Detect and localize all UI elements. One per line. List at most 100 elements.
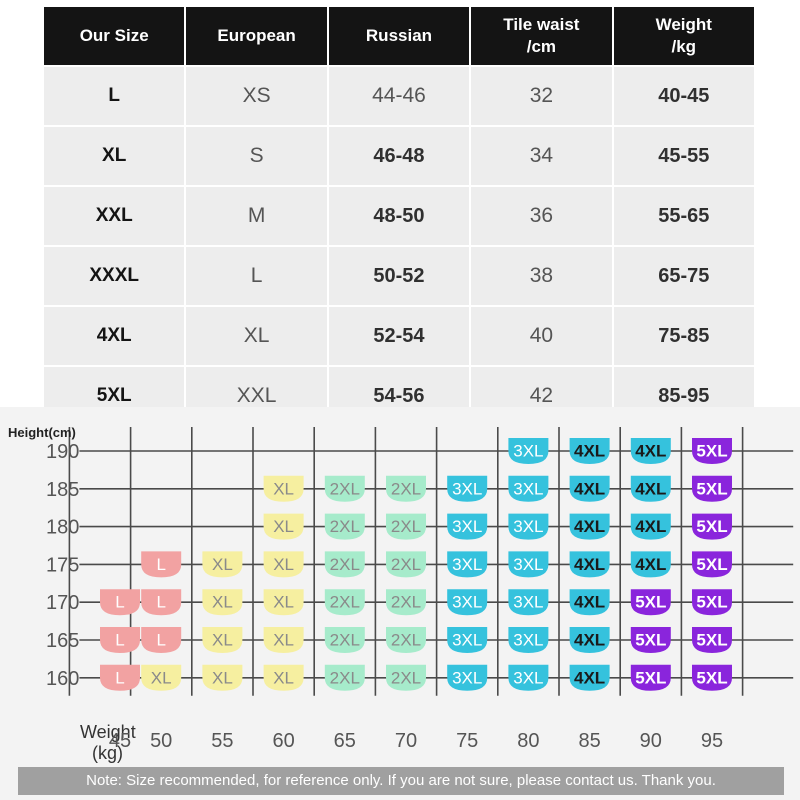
size-badge: [263, 664, 304, 691]
cell-european: L: [186, 247, 327, 305]
cell-russian: 44-46: [328, 67, 470, 125]
size-badge-label: 5XL: [635, 630, 666, 649]
size-badge: [324, 551, 365, 578]
size-badge: [508, 513, 549, 540]
size-badge-label: XL: [212, 630, 233, 649]
x-tick-label: 95: [701, 730, 723, 752]
size-badge-label: XL: [273, 517, 294, 536]
size-badge-label: 2XL: [330, 555, 360, 574]
size-badge: [141, 627, 182, 653]
size-badge: [386, 664, 426, 691]
size-badge-label: 4XL: [635, 441, 666, 460]
size-badge-label: XL: [273, 630, 294, 649]
table-row: L XS 44-46 32 40-45: [44, 67, 754, 125]
size-badge-label: 3XL: [513, 555, 543, 574]
size-badge-label: 4XL: [574, 668, 605, 687]
size-badge-label: 2XL: [330, 593, 360, 612]
size-badge-label: 2XL: [330, 630, 360, 649]
cell-european: S: [186, 127, 327, 185]
size-badge: [630, 513, 671, 540]
cell-our-size: 4XL: [44, 307, 185, 365]
table-row: XXXL L 50-52 38 65-75: [44, 247, 754, 305]
size-badge-label: L: [156, 593, 165, 612]
size-badge: [263, 513, 304, 540]
size-badge-label: 2XL: [391, 479, 421, 498]
size-badge: [447, 551, 488, 578]
size-badge: [447, 475, 488, 502]
size-badge: [692, 664, 732, 691]
size-badge: [447, 627, 488, 653]
size-badge: [386, 475, 426, 502]
header-our-size: Our Size: [44, 7, 185, 65]
size-badge-label: XL: [273, 555, 294, 574]
size-badge-label: 5XL: [635, 668, 666, 687]
y-axis-title: Height(cm): [8, 425, 76, 440]
size-badge-label: 5XL: [696, 517, 727, 536]
size-badge: [263, 475, 304, 502]
cell-our-size: XL: [44, 127, 185, 185]
height-weight-chart: Height(cm) 190 185 180 175 170 165 160 Weight (kg…: [0, 407, 800, 800]
size-badge: [630, 475, 671, 502]
cell-european: XS: [186, 67, 327, 125]
size-badge-label: XL: [212, 668, 233, 687]
size-badge-label: 4XL: [635, 479, 666, 498]
size-badge: [386, 589, 426, 616]
x-tick-label: 60: [272, 730, 294, 752]
size-badge-label: 3XL: [452, 630, 482, 649]
size-badge-label: 2XL: [391, 630, 421, 649]
chart-canvas: Height(cm)190 185 180 175 170 165 160 Weight(kg…: [8, 425, 794, 763]
size-badge-label: 2XL: [391, 593, 421, 612]
note-bar: Note: Size recommended, for reference on…: [18, 767, 784, 795]
header-waist: Tile waist /cm: [471, 7, 612, 65]
cell-our-size: L: [44, 67, 185, 125]
size-badge: [263, 627, 304, 653]
size-badge-label: 3XL: [513, 441, 543, 460]
x-tick-label: 50: [150, 730, 172, 752]
size-badge-label: XL: [273, 479, 294, 498]
size-badge: [508, 627, 549, 653]
size-badge-label: 3XL: [452, 593, 482, 612]
cell-russian: 48-50: [328, 187, 470, 245]
size-badge-label: 3XL: [513, 668, 543, 687]
table-row: XXL M 48-50 36 55-65: [44, 187, 754, 245]
size-badge-label: L: [156, 555, 165, 574]
cell-weight: 75-85: [613, 307, 754, 365]
size-badge: [508, 475, 549, 502]
y-tick-label: 165: [46, 630, 79, 652]
x-tick-label: 80: [517, 730, 539, 752]
size-badge: [692, 513, 732, 540]
size-badge-label: 5XL: [696, 593, 727, 612]
size-badge-label: 3XL: [513, 593, 543, 612]
size-badge: [447, 589, 488, 616]
size-badge-label: 4XL: [635, 555, 666, 574]
size-badge-label: 4XL: [574, 630, 605, 649]
size-badge: [630, 589, 671, 616]
size-badge-label: 4XL: [635, 517, 666, 536]
header-russian: Russian: [328, 7, 470, 65]
size-badge: [508, 589, 549, 616]
size-badge: [569, 589, 610, 616]
x-tick-label: 85: [578, 730, 600, 752]
size-badge-label: L: [156, 630, 165, 649]
size-badge-label: 3XL: [452, 668, 482, 687]
cell-european: XL: [186, 307, 327, 365]
cell-weight: 55-65: [613, 187, 754, 245]
cell-waist: 32: [471, 67, 612, 125]
x-tick-label: 55: [211, 730, 233, 752]
cell-european: M: [186, 187, 327, 245]
size-badge-label: L: [115, 593, 124, 612]
size-badge-label: 5XL: [696, 630, 727, 649]
size-badge: [386, 551, 426, 578]
y-tick-label: 180: [46, 517, 79, 539]
size-badge-label: 4XL: [574, 517, 605, 536]
x-tick-label: 45: [109, 730, 131, 752]
size-badge: [508, 664, 549, 691]
size-badge-label: 3XL: [513, 479, 543, 498]
size-badge: [324, 513, 365, 540]
cell-russian: 52-54: [328, 307, 470, 365]
size-badge: [263, 589, 304, 616]
size-badge: [630, 627, 671, 653]
size-badge: [630, 438, 671, 464]
size-badge: [447, 513, 488, 540]
size-badge: [508, 551, 549, 578]
